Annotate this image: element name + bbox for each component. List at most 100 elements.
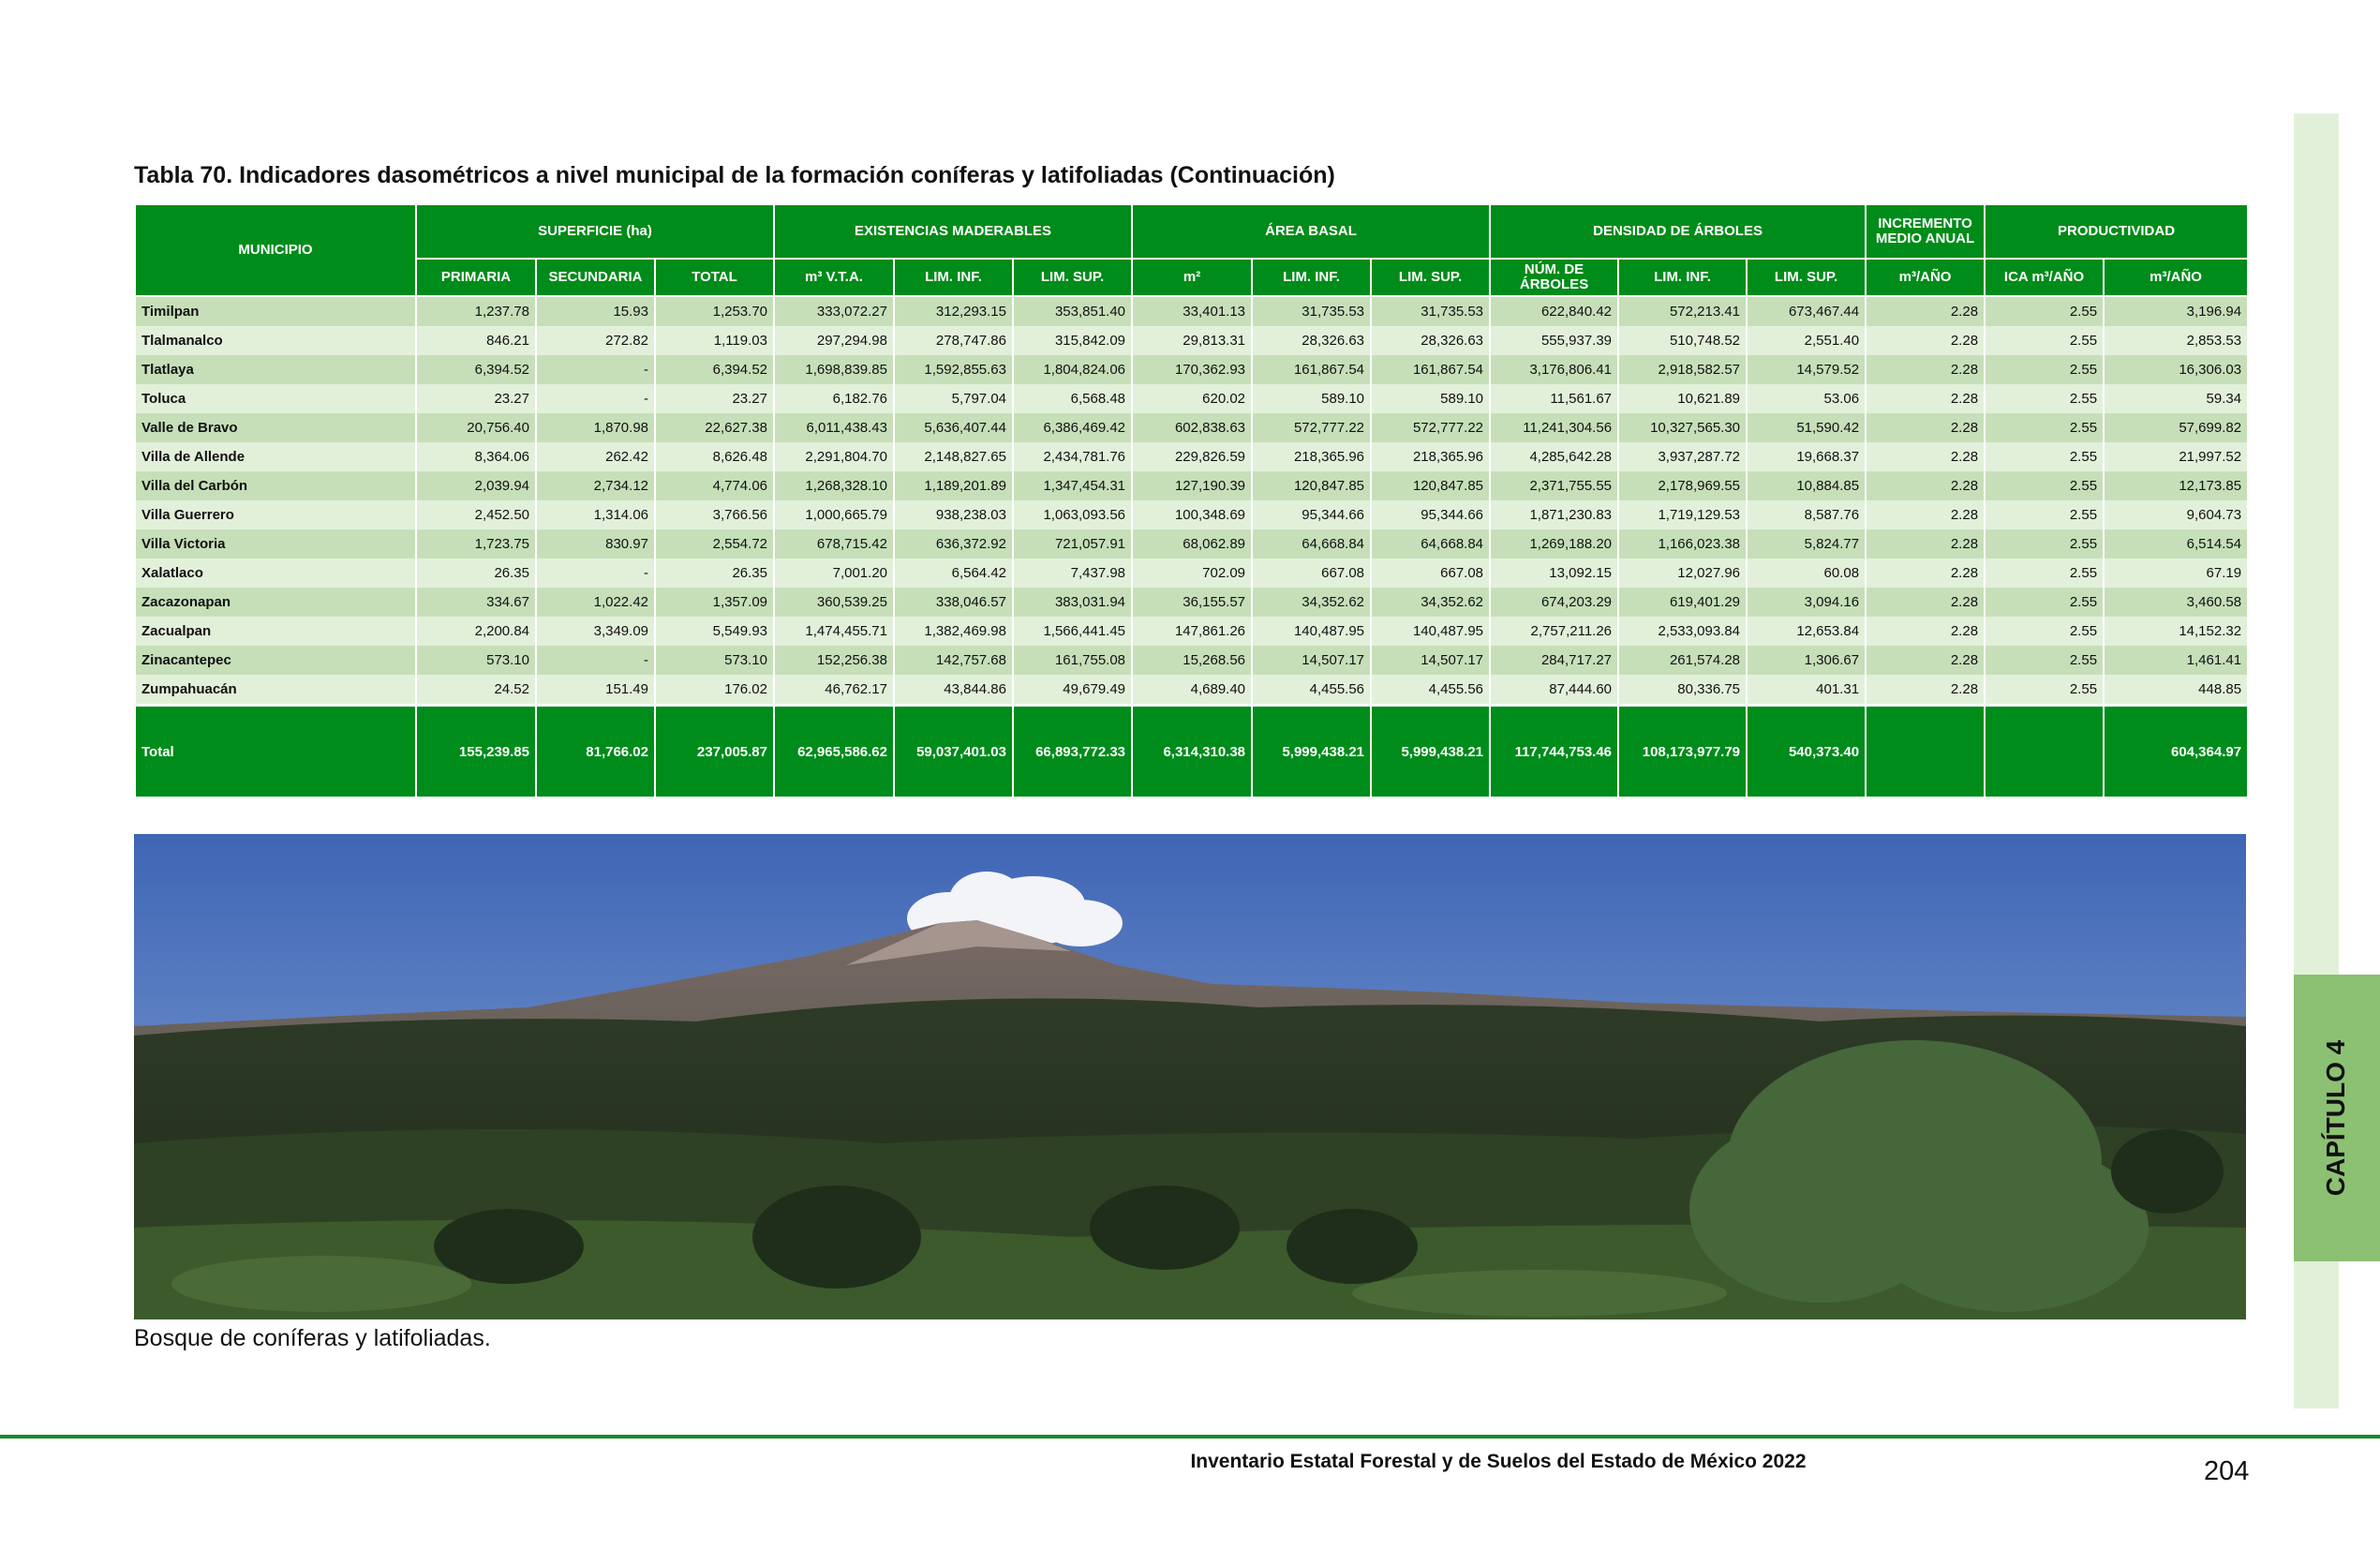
cell-municipio: Zacualpan <box>134 617 417 646</box>
table-cell: 95,344.66 <box>1370 500 1492 529</box>
table-cell: 229,826.59 <box>1131 442 1254 471</box>
table-cell: 140,487.95 <box>1251 617 1373 646</box>
table-cell: 3,460.58 <box>2103 588 2250 617</box>
table-cell: 1,870.98 <box>535 413 656 442</box>
table-cell: 10,327,565.30 <box>1617 413 1748 442</box>
table-cell: 721,057.91 <box>1011 529 1134 559</box>
table-cell: 64,668.84 <box>1370 529 1492 559</box>
table-cell: 33,401.13 <box>1131 296 1254 326</box>
table-cell: 2,554.72 <box>654 529 775 559</box>
table-cell: 2.55 <box>1984 646 2105 675</box>
table-cell: 2,533,093.84 <box>1617 617 1748 646</box>
table-cell: 620.02 <box>1131 384 1254 413</box>
table-cell: 572,777.22 <box>1370 413 1492 442</box>
table-cell: 1,314.06 <box>535 500 656 529</box>
table-cell: 21,997.52 <box>2103 442 2250 471</box>
table-cell: 14,152.32 <box>2103 617 2250 646</box>
total-cell: 6,314,310.38 <box>1131 704 1254 797</box>
table-cell: 11,241,304.56 <box>1489 413 1620 442</box>
table-cell: 4,774.06 <box>654 471 775 500</box>
table-cell: 297,294.98 <box>773 326 895 355</box>
total-row: Total 155,239.85 81,766.02 237,005.87 62,965… <box>134 704 2250 797</box>
table-cell: 573.10 <box>654 646 775 675</box>
table-cell: 702.09 <box>1131 559 1254 588</box>
subheader-total: TOTAL <box>654 258 775 297</box>
table-cell: 2.55 <box>1984 617 2105 646</box>
subheader-lim-inf: LIM. INF. <box>1617 258 1748 297</box>
table-cell: 401.31 <box>1746 675 1867 706</box>
table-cell: 2.28 <box>1865 413 1986 442</box>
table-cell: 4,455.56 <box>1251 675 1373 706</box>
table-cell: 12,173.85 <box>2103 471 2250 500</box>
table-cell: 26.35 <box>415 559 537 588</box>
table-cell: 67.19 <box>2103 559 2250 588</box>
table-cell: 2,039.94 <box>415 471 537 500</box>
forest-photo <box>134 834 2246 1319</box>
table-cell: 2.55 <box>1984 355 2105 384</box>
table-cell: 5,824.77 <box>1746 529 1867 559</box>
table-cell: 2.28 <box>1865 529 1986 559</box>
cell-municipio: Xalatlaco <box>134 559 417 588</box>
total-cell: 117,744,753.46 <box>1489 704 1620 797</box>
table-cell: 2.28 <box>1865 471 1986 500</box>
table-cell: 2,452.50 <box>415 500 537 529</box>
footer-divider <box>0 1435 2380 1438</box>
table-cell: 8,626.48 <box>654 442 775 471</box>
table-cell: 29,813.31 <box>1131 326 1254 355</box>
subheader-secundaria: SECUNDARIA <box>535 258 656 297</box>
table-cell: 1,723.75 <box>415 529 537 559</box>
subheader-lim-sup: LIM. SUP. <box>1370 258 1492 297</box>
table-cell: 2.28 <box>1865 559 1986 588</box>
table-cell: 338,046.57 <box>893 588 1014 617</box>
table-cell: 6,564.42 <box>893 559 1014 588</box>
chapter-tab <box>2294 975 2380 1261</box>
table-cell: 619,401.29 <box>1617 588 1748 617</box>
table-cell: 312,293.15 <box>893 296 1014 326</box>
table-cell: 15.93 <box>535 296 656 326</box>
table-cell: 161,867.54 <box>1251 355 1373 384</box>
table-cell: 261,574.28 <box>1617 646 1748 675</box>
table-cell: 5,549.93 <box>654 617 775 646</box>
table-cell: 26.35 <box>654 559 775 588</box>
table-cell: 5,636,407.44 <box>893 413 1014 442</box>
total-cell: 62,965,586.62 <box>773 704 895 797</box>
table-cell: 6,011,438.43 <box>773 413 895 442</box>
table-cell: 218,365.96 <box>1370 442 1492 471</box>
table-cell: 53.06 <box>1746 384 1867 413</box>
cell-municipio: Zumpahuacán <box>134 675 417 706</box>
table-cell: 572,777.22 <box>1251 413 1373 442</box>
total-cell: 155,239.85 <box>415 704 537 797</box>
table-cell: 6,394.52 <box>654 355 775 384</box>
table-cell: 170,362.93 <box>1131 355 1254 384</box>
table-cell: 2.55 <box>1984 326 2105 355</box>
table-cell: 46,762.17 <box>773 675 895 706</box>
total-cell: 66,893,772.33 <box>1011 704 1134 797</box>
cell-municipio: Villa del Carbón <box>134 471 417 500</box>
table-cell: 20,756.40 <box>415 413 537 442</box>
cell-municipio: Tlalmanalco <box>134 326 417 355</box>
table-cell: 152,256.38 <box>773 646 895 675</box>
total-cell: 604,364.97 <box>2103 704 2250 797</box>
table-cell: 9,604.73 <box>2103 500 2250 529</box>
table-cell: 68,062.89 <box>1131 529 1254 559</box>
table-cell: 2.28 <box>1865 588 1986 617</box>
table-cell: 1,347,454.31 <box>1011 471 1134 500</box>
table-cell: 2.55 <box>1984 529 2105 559</box>
table-cell: 8,364.06 <box>415 442 537 471</box>
table-cell: 510,748.52 <box>1617 326 1748 355</box>
table-cell: 2,853.53 <box>2103 326 2250 355</box>
table-cell: 2.28 <box>1865 617 1986 646</box>
table-cell: 1,698,839.85 <box>773 355 895 384</box>
table-cell: 1,022.42 <box>535 588 656 617</box>
table-cell: 1,189,201.89 <box>893 471 1014 500</box>
table-cell: 6,182.76 <box>773 384 895 413</box>
table-cell: 147,861.26 <box>1131 617 1254 646</box>
table-cell: 161,755.08 <box>1011 646 1134 675</box>
forest-landscape-image <box>134 834 2246 1319</box>
data-table-container: MUNICIPIO SUPERFICIE (ha) EXISTENCIAS MA… <box>134 203 2250 797</box>
table-row: Zumpahuacán 24.52 151.49 176.02 46,762.17 43,… <box>134 675 2250 706</box>
table-cell: 3,094.16 <box>1746 588 1867 617</box>
table-body: Timilpan 1,237.78 15.93 1,253.70 333,072.27 3… <box>134 296 2250 797</box>
table-cell: 334.67 <box>415 588 537 617</box>
table-cell: 2.28 <box>1865 384 1986 413</box>
